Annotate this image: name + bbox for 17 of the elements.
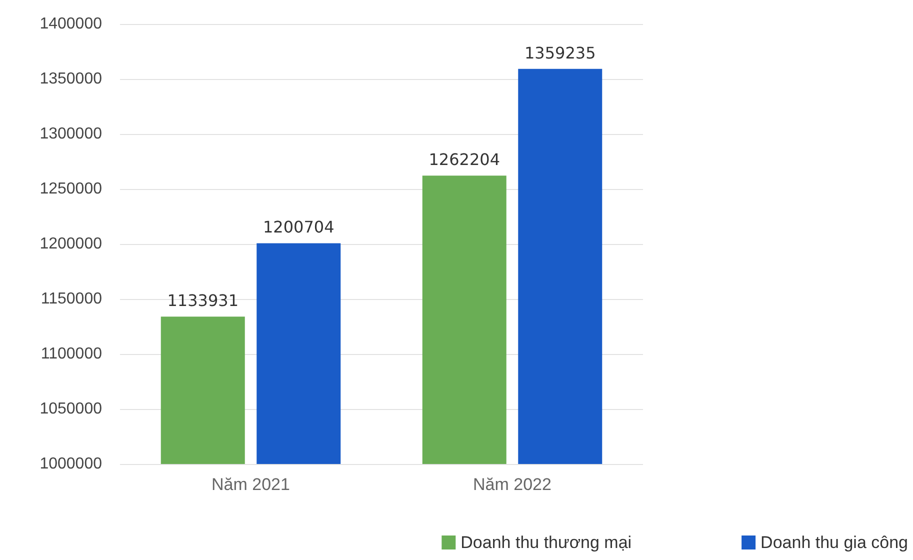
y-tick-label: 1250000	[40, 180, 102, 198]
y-tick-label: 1400000	[40, 16, 102, 32]
y-tick-label: 1050000	[40, 400, 102, 418]
x-tick-label: Năm 2022	[473, 475, 552, 494]
legend-label: Doanh thu thương mại	[460, 533, 632, 552]
data-label: 1133931	[167, 291, 239, 310]
data-label: 1262204	[428, 150, 500, 170]
y-tick-label: 1150000	[40, 290, 102, 308]
x-tick-label: Năm 2021	[212, 475, 290, 494]
y-tick-label: 1000000	[40, 456, 102, 472]
legend-label: Doanh thu gia công	[760, 533, 908, 552]
y-tick-label: 1200000	[40, 236, 102, 252]
y-tick-label: 1300000	[40, 126, 102, 142]
y-tick-label: 1350000	[40, 70, 102, 88]
y-tick-label: 1100000	[40, 346, 102, 362]
data-label: 1359235	[524, 43, 596, 62]
data-label: 1200704	[262, 218, 334, 237]
